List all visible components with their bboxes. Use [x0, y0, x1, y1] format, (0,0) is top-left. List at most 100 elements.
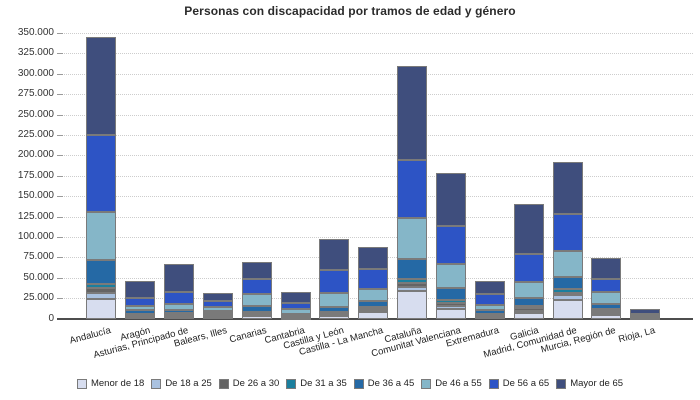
y-tick-mark — [57, 277, 63, 279]
bar-segment — [358, 312, 389, 319]
bar-segment — [552, 288, 583, 293]
legend-swatch — [151, 378, 162, 389]
bar-segment — [319, 316, 350, 319]
bar-segment — [630, 309, 661, 314]
legend-label: De 26 a 30 — [232, 378, 280, 389]
bar-segment — [591, 279, 622, 293]
y-tick-mark — [57, 298, 63, 300]
gridline — [58, 155, 693, 157]
bar-segment — [202, 300, 233, 307]
bar-segment — [397, 291, 428, 319]
bar-segment — [358, 247, 389, 270]
bar-segment — [435, 225, 466, 265]
legend-item: Mayor de 65 — [556, 378, 623, 389]
bar-segment — [86, 288, 117, 294]
bar-segment — [125, 310, 156, 314]
bar-segment — [319, 307, 350, 312]
bar-segment — [86, 212, 117, 261]
bar-segment — [125, 313, 156, 316]
x-tick-label: Rioja, La — [616, 324, 657, 345]
gridline — [58, 175, 693, 177]
bar-segment — [241, 278, 272, 294]
y-tick-mark — [57, 155, 63, 157]
bar-segment — [86, 260, 117, 284]
bar-segment — [358, 289, 389, 302]
y-tick-label: 125.000 — [17, 210, 54, 222]
bar-segment — [202, 292, 233, 301]
x-axis-line — [57, 317, 693, 320]
bar-segment — [474, 304, 505, 310]
bar-segment — [513, 281, 544, 299]
legend-swatch — [421, 378, 432, 389]
bar-segment — [513, 310, 544, 313]
legend-label: De 36 a 45 — [367, 378, 415, 389]
bar-segment — [241, 311, 272, 314]
y-tick-mark — [57, 114, 63, 116]
bar-segment — [319, 270, 350, 293]
bar-segment — [241, 314, 272, 317]
bar-segment — [241, 293, 272, 306]
bar-segment — [552, 161, 583, 214]
bar-segment — [591, 292, 622, 304]
y-tick-label: 250.000 — [17, 108, 54, 120]
bar-segment — [435, 264, 466, 289]
gridline — [58, 135, 693, 136]
bar-segment — [125, 281, 156, 299]
bar-segment — [397, 282, 428, 287]
bar-segment — [474, 313, 505, 316]
bar-segment — [319, 238, 350, 271]
bar-segment — [591, 258, 622, 280]
legend-item: De 46 a 55 — [421, 378, 482, 389]
bar-segment — [202, 306, 233, 311]
legend-label: De 46 a 55 — [435, 378, 482, 389]
legend-item: De 18 a 25 — [151, 378, 212, 389]
bar-segment — [397, 278, 428, 283]
bar-segment — [397, 65, 428, 160]
bar-segment — [435, 288, 466, 300]
bar-segment — [280, 291, 311, 303]
bar-segment — [164, 313, 194, 316]
y-tick-mark — [57, 175, 63, 177]
legend-label: De 18 a 25 — [165, 378, 212, 389]
gridline — [58, 73, 693, 75]
bar-segment — [397, 218, 428, 259]
bar-segment — [86, 283, 117, 289]
y-tick-label: 350.000 — [17, 27, 54, 38]
bar-segment — [513, 298, 544, 306]
y-tick-mark — [57, 53, 63, 55]
x-tick-label: Andalucía — [68, 324, 113, 347]
bar-segment — [552, 213, 583, 252]
bar-segment — [552, 300, 583, 319]
y-tick-label: 100.000 — [17, 231, 54, 242]
bar-segment — [241, 262, 272, 279]
bar-segment — [319, 292, 350, 307]
gridline — [58, 216, 693, 218]
bar-segment — [435, 299, 466, 304]
bar-segment — [164, 292, 194, 305]
y-tick-mark — [57, 33, 63, 34]
bar-segment — [241, 305, 272, 312]
bar-segment — [358, 301, 389, 308]
y-tick-mark — [57, 216, 63, 218]
bar-segment — [435, 305, 466, 309]
bar-segment — [552, 295, 583, 301]
bar-segment — [591, 309, 622, 312]
legend-label: Menor de 18 — [90, 378, 145, 389]
bar-segment — [202, 310, 233, 314]
bar-segment — [397, 159, 428, 219]
bar-segment — [474, 309, 505, 314]
bar-segment — [591, 311, 622, 314]
y-tick-mark — [57, 237, 63, 238]
bar-segment — [280, 309, 311, 315]
gridline — [58, 237, 693, 238]
bar-segment — [513, 305, 544, 309]
y-tick-mark — [57, 73, 63, 75]
bar-segment — [474, 293, 505, 305]
bar-segment — [358, 269, 389, 290]
bar-segment — [435, 303, 466, 306]
bar-segment — [591, 303, 622, 310]
bar-segment — [397, 286, 428, 292]
x-tick-label: Canarias — [227, 324, 268, 346]
gridline — [58, 114, 693, 116]
bar-segment — [591, 314, 622, 319]
